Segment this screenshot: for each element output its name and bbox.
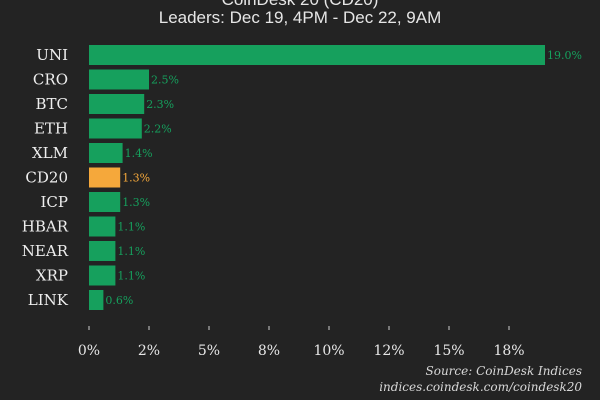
data-label: 1.3%	[122, 172, 150, 185]
x-tick-label: 8%	[258, 343, 280, 359]
category-label: BTC	[35, 95, 68, 113]
bar-near	[89, 241, 116, 261]
bar-xrp	[89, 265, 116, 286]
category-label: CRO	[33, 71, 68, 89]
source-url: indices.coindesk.com/coindesk20	[379, 380, 582, 394]
category-label: UNI	[36, 46, 68, 64]
data-label: 1.1%	[117, 270, 145, 283]
category-label: XRP	[36, 267, 68, 285]
bar-btc	[89, 94, 145, 114]
category-label: HBAR	[22, 218, 69, 236]
bar-cro	[89, 69, 149, 90]
category-label: ETH	[34, 120, 68, 138]
data-label: 2.2%	[144, 123, 172, 136]
x-tick-label: 10%	[313, 343, 344, 359]
bar-uni	[89, 45, 545, 65]
data-label: 1.4%	[125, 147, 153, 160]
bar-xlm	[89, 143, 123, 163]
data-label: 1.1%	[117, 221, 145, 234]
x-tick-label: 5%	[198, 343, 220, 359]
bar-link	[89, 290, 104, 310]
x-tick-label: 2%	[138, 343, 160, 359]
category-label: LINK	[28, 291, 69, 309]
data-label: 2.3%	[146, 98, 174, 111]
data-label: 1.3%	[122, 196, 150, 209]
bar-eth	[89, 118, 142, 139]
data-label: 0.6%	[105, 294, 133, 307]
category-label: XLM	[32, 144, 68, 162]
category-label: CD20	[25, 169, 68, 187]
bar-cd20	[89, 167, 121, 188]
chart-subtitle: Leaders: Dec 19, 4PM - Dec 22, 9AM	[158, 8, 442, 27]
data-label: 1.1%	[117, 245, 145, 258]
bar-icp	[89, 192, 121, 212]
x-tick-label: 12%	[373, 343, 404, 359]
x-tick-label: 18%	[493, 343, 524, 359]
x-tick-label: 15%	[433, 343, 464, 359]
source-note: Source: CoinDesk Indices	[425, 364, 583, 378]
data-label: 2.5%	[151, 74, 179, 87]
category-label: NEAR	[22, 242, 69, 260]
x-tick-label: 0%	[78, 343, 100, 359]
chart-title: CoinDesk 20 (CD20)	[0, 0, 600, 10]
bar-hbar	[89, 216, 116, 237]
category-label: ICP	[41, 193, 69, 211]
data-label: 19.0%	[547, 49, 582, 62]
